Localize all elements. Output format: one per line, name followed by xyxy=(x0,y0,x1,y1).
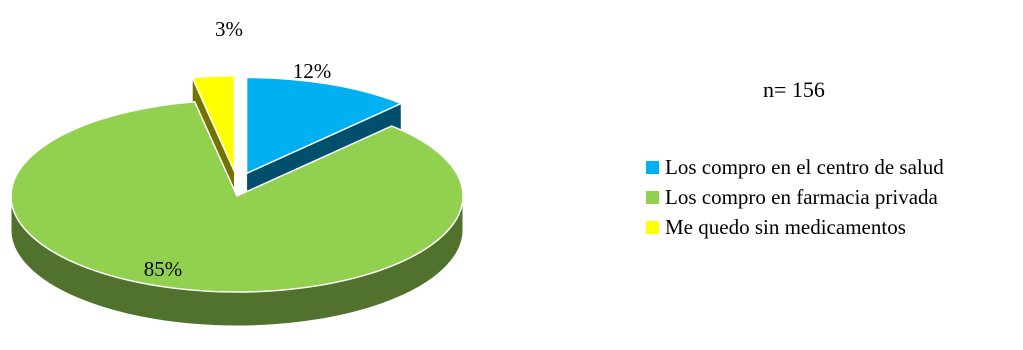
data-label-centro-de-salud: 12% xyxy=(293,59,332,83)
legend-label-sin-medicamentos: Me quedo sin medicamentos xyxy=(665,214,906,239)
data-label-farmacia-privada: 85% xyxy=(144,257,183,281)
legend-item-sin-medicamentos: Me quedo sin medicamentos xyxy=(646,212,944,242)
legend-swatch-centro-de-salud xyxy=(646,160,659,174)
legend-label-farmacia-privada: Los compro en farmacia privada xyxy=(665,184,938,209)
legend-label-centro-de-salud: Los compro en el centro de salud xyxy=(665,154,944,179)
legend-swatch-sin-medicamentos xyxy=(646,220,659,234)
legend-item-farmacia-privada: Los compro en farmacia privada xyxy=(646,182,944,212)
slice-farmacia-privada xyxy=(10,100,464,293)
slice-centro-de-salud xyxy=(245,76,404,175)
slice-sin-medicamentos xyxy=(191,75,236,173)
chart-legend: Los compro en el centro de salud Los com… xyxy=(646,152,944,242)
sample-size-label: n= 156 xyxy=(763,77,825,102)
pie-chart: 12% 85% 3% xyxy=(10,17,464,327)
legend-item-centro-de-salud: Los compro en el centro de salud xyxy=(646,152,944,182)
pie-slices xyxy=(10,75,464,327)
legend-swatch-farmacia-privada xyxy=(646,190,659,204)
data-label-sin-medicamentos: 3% xyxy=(215,17,243,41)
pie-data-labels: 12% 85% 3% xyxy=(144,17,332,281)
